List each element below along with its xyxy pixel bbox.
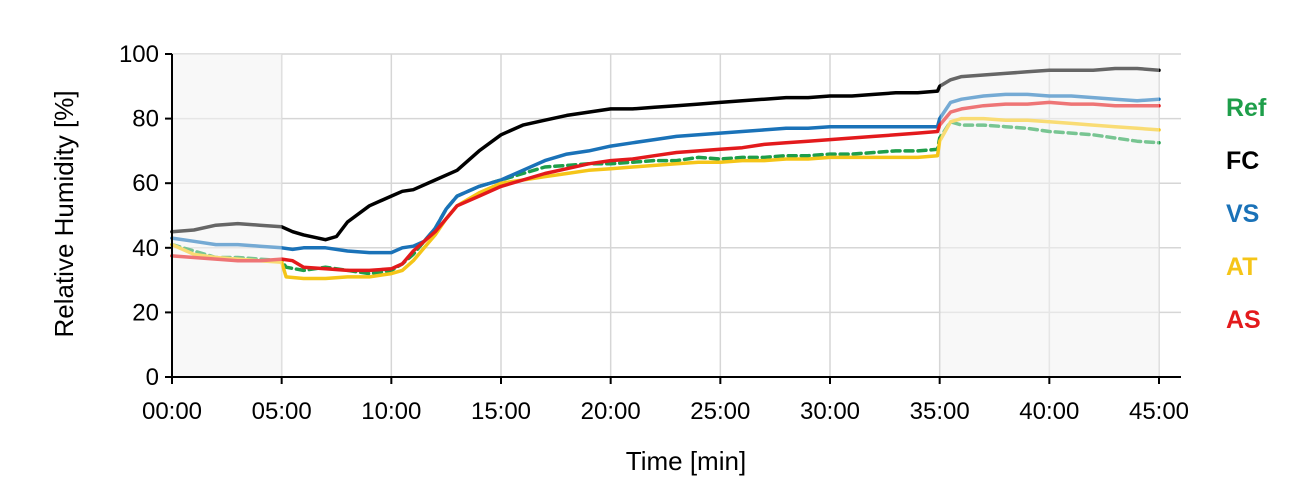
series-lines: [170, 54, 1161, 376]
x-tick-label: 30:00: [800, 398, 860, 425]
x-tick-label: 35:00: [910, 398, 970, 425]
tick-marks: [165, 53, 1160, 384]
x-tick-label: 05:00: [252, 398, 312, 425]
legend-entry-vs: VS: [1226, 200, 1259, 228]
shaded-region-0: [172, 54, 282, 377]
x-tick-label: 10:00: [361, 398, 421, 425]
x-tick-label: 20:00: [581, 398, 641, 425]
x-tick-label: 25:00: [690, 398, 750, 425]
x-tick-label: 00:00: [142, 398, 202, 425]
y-tick-label: 0: [146, 364, 159, 391]
y-tick-label: 100: [119, 41, 159, 68]
x-axis-title: Time [min]: [626, 446, 746, 476]
legend-entry-at: AT: [1226, 253, 1257, 281]
y-tick-label: 80: [132, 106, 159, 133]
series-line-fc: [170, 66, 1161, 242]
y-tick-label: 20: [132, 299, 159, 326]
x-tick-label: 15:00: [471, 398, 531, 425]
legend-entry-fc: FC: [1226, 147, 1259, 175]
series-line-vs: [170, 92, 1161, 255]
tick-labels: 00:00 05:00 10:00 15:00 20:00 25:00 30:00 35:00…: [119, 41, 1189, 425]
x-tick-label: 45:00: [1129, 398, 1189, 425]
shaded-overlay-0: [173, 54, 282, 376]
legend-entry-ref: Ref: [1226, 94, 1267, 122]
axes: [171, 54, 1181, 378]
y-tick-label: 40: [132, 235, 159, 262]
legend-entry-as: AS: [1226, 306, 1261, 334]
legend: Ref FC VS AT AS: [1226, 94, 1267, 334]
shaded-overlay-1: [940, 54, 1159, 376]
x-tick-label: 40:00: [1019, 398, 1079, 425]
y-axis-title: Relative Humidity [%]: [49, 90, 79, 337]
series-line-as: [170, 100, 1161, 273]
series-line-at: [170, 116, 1161, 281]
y-tick-label: 60: [132, 170, 159, 197]
